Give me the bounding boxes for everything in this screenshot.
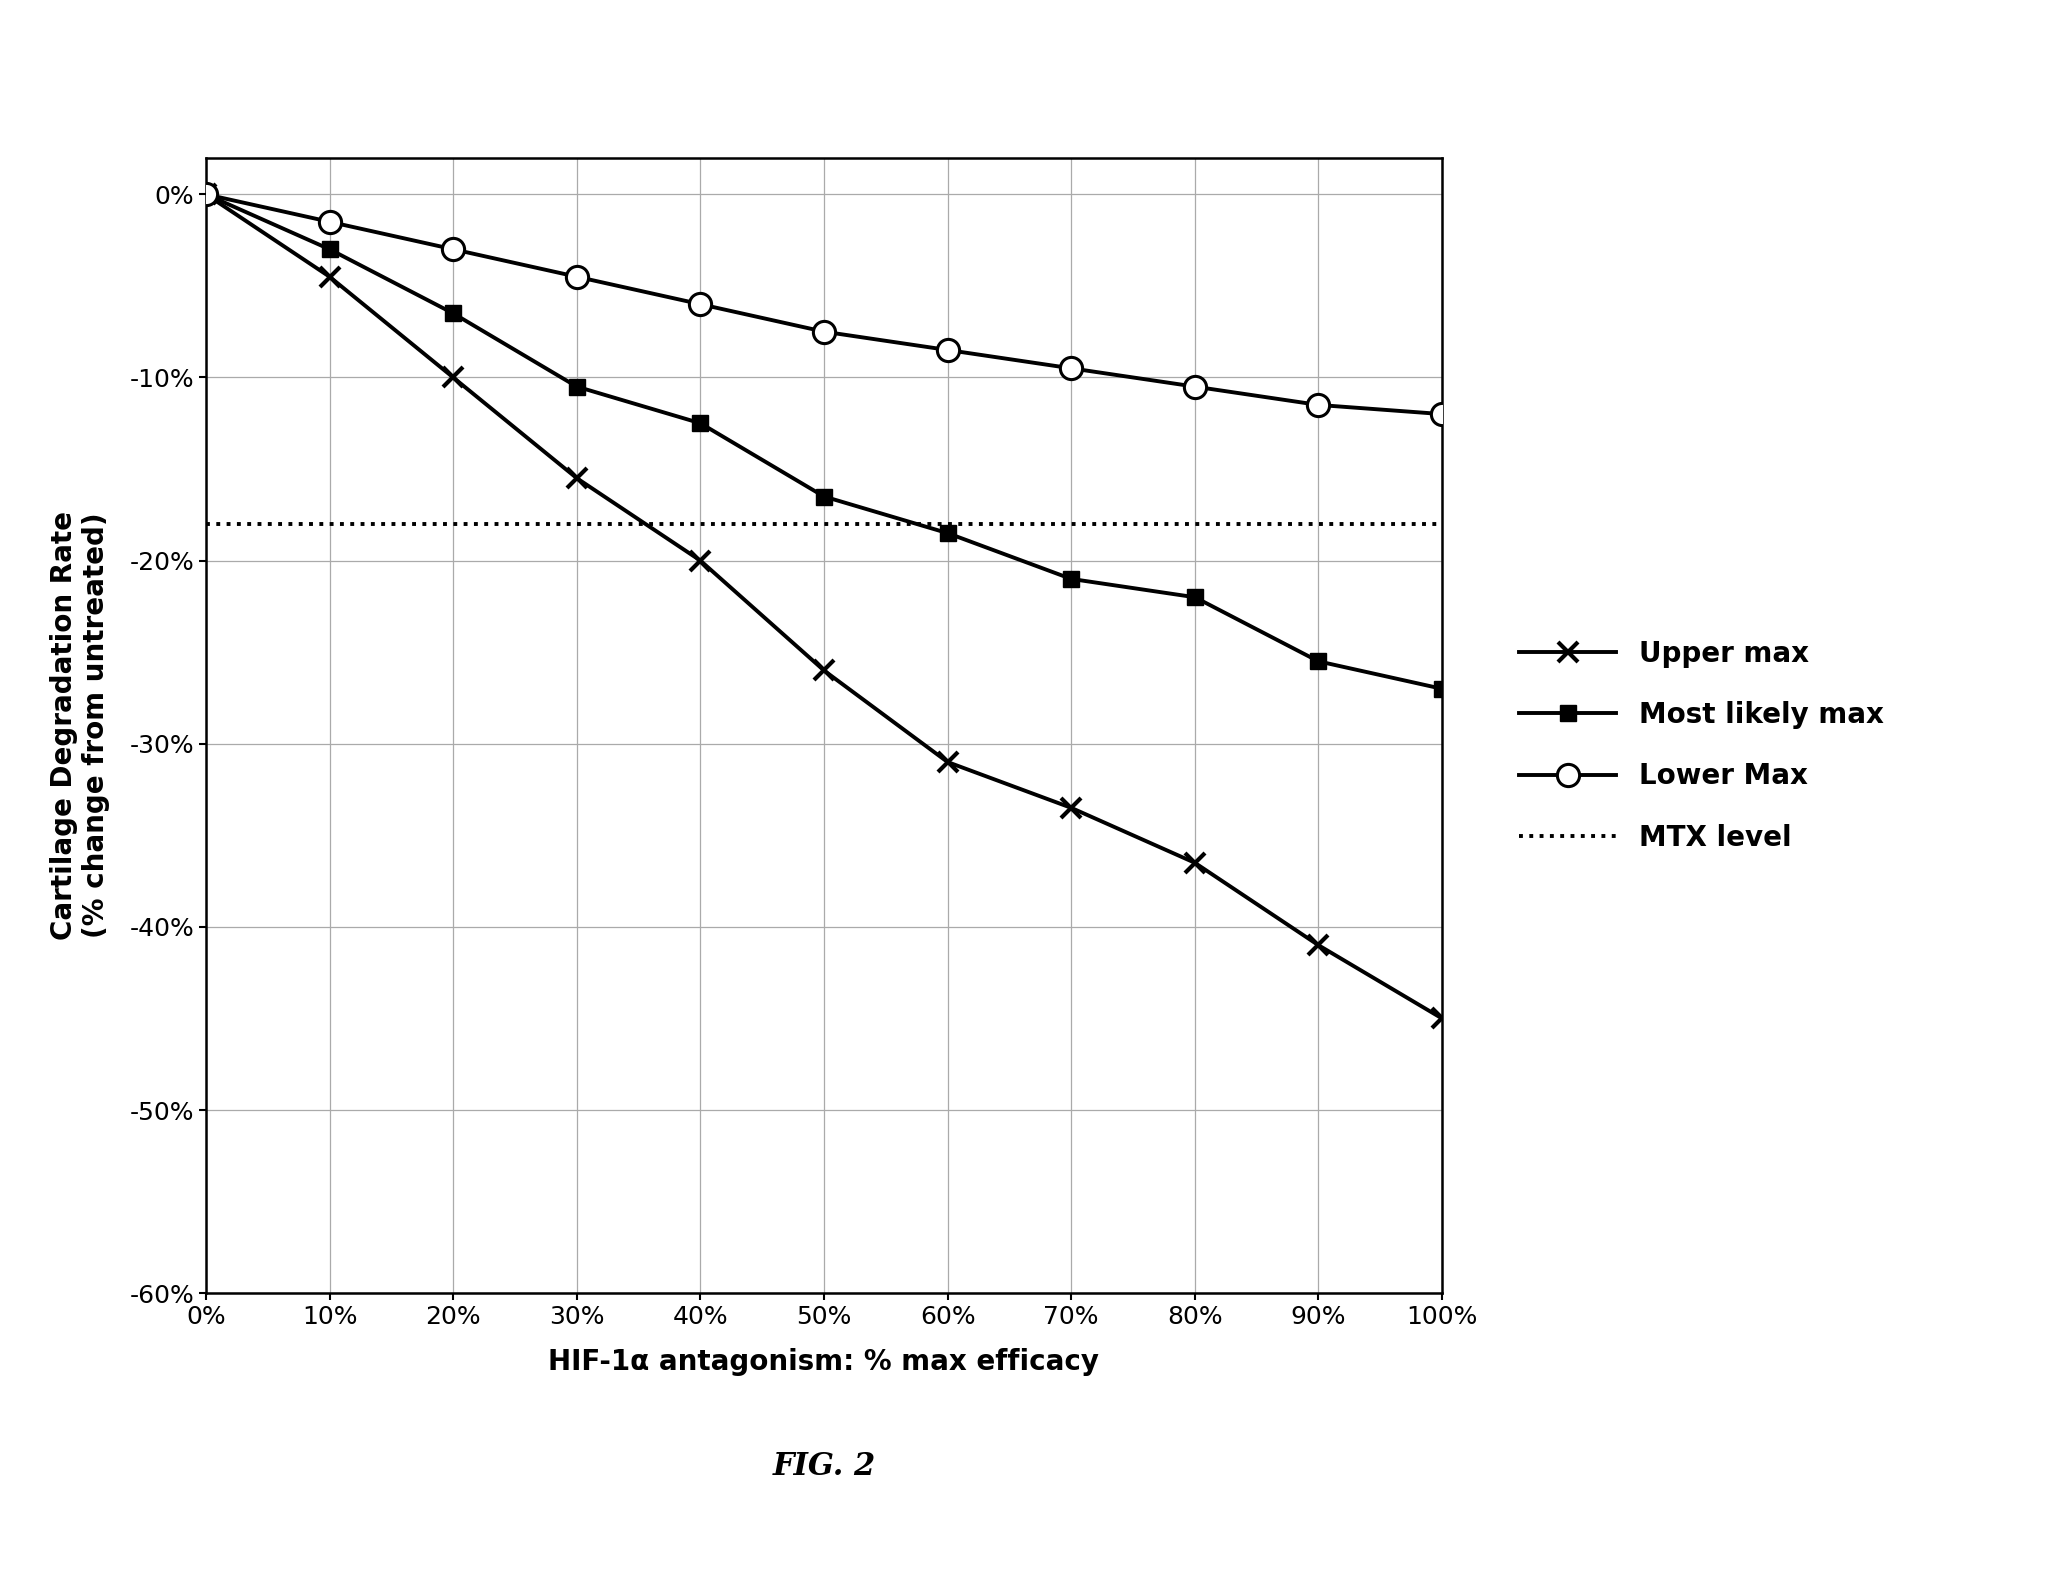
X-axis label: HIF-1α antagonism: % max efficacy: HIF-1α antagonism: % max efficacy — [548, 1348, 1100, 1377]
Legend: Upper max, Most likely max, Lower Max, MTX level: Upper max, Most likely max, Lower Max, M… — [1506, 626, 1897, 866]
Y-axis label: Cartilage Degradation Rate
(% change from untreated): Cartilage Degradation Rate (% change fro… — [49, 511, 109, 940]
Text: FIG. 2: FIG. 2 — [772, 1451, 876, 1482]
